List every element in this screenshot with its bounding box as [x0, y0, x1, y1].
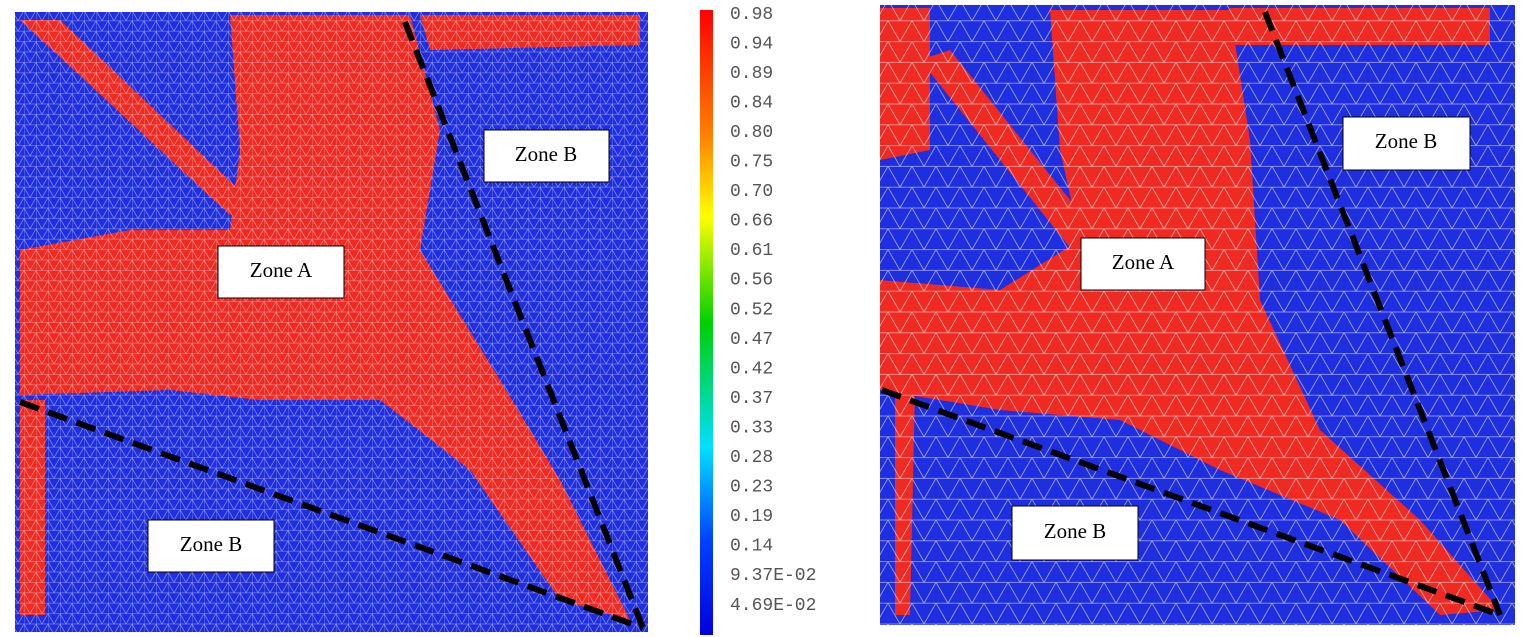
colorbar-label: 0.14 [730, 537, 773, 557]
zone-label: Zone B [180, 532, 242, 556]
zone-box [1342, 116, 1471, 171]
zone-label: Zone A [250, 258, 313, 282]
zone-label: Zone B [1375, 129, 1437, 153]
zone-box [147, 519, 275, 573]
mesh-overlay [15, 12, 648, 632]
dashed-boundary [880, 387, 1502, 618]
colorbar-label: 0.70 [730, 182, 773, 202]
dashed-boundary [1262, 10, 1503, 617]
zone-box [1011, 505, 1139, 561]
colorbar-label: 0.47 [730, 330, 773, 350]
zone-box [217, 245, 345, 299]
zone-label: Zone A [1112, 250, 1175, 274]
colorbar-label: 0.94 [730, 34, 773, 54]
zone-label: Zone B [515, 142, 577, 166]
colorbar-label: 0.42 [730, 359, 773, 379]
zone-box [483, 129, 610, 183]
colorbar-label: 0.80 [730, 123, 773, 143]
colorbar-label: 0.52 [730, 300, 773, 320]
colorbar-label: 0.75 [730, 153, 773, 173]
colorbar-label: 0.89 [730, 64, 773, 84]
zone-label: Zone B [1044, 519, 1106, 543]
colorbar-label: 0.98 [730, 5, 773, 25]
colorbar-label: 0.28 [730, 448, 773, 468]
colorbar-label: 0.37 [730, 389, 773, 409]
colorbar-label: 0.66 [730, 212, 773, 232]
zone-box [1080, 237, 1206, 291]
colorbar: 0.98 0.94 0.89 0.84 0.80 0.75 0.70 0.66 0.61 0.56… [700, 5, 816, 635]
colorbar-label: 0.84 [730, 93, 773, 113]
colorbar-label: 0.61 [730, 241, 773, 261]
colorbar-label: 0.19 [730, 507, 773, 527]
right-panel: Zone B Zone A Zone B [880, 5, 1515, 625]
colorbar-gradient [700, 10, 713, 635]
left-panel: Zone B Zone A Zone B [15, 12, 648, 632]
colorbar-label: 0.33 [730, 418, 773, 438]
dashed-boundary [18, 399, 645, 631]
colorbar-label: 9.37E-02 [730, 566, 816, 586]
colorbar-label: 0.56 [730, 271, 773, 291]
colorbar-label: 4.69E-02 [730, 596, 816, 616]
colorbar-label: 0.23 [730, 478, 773, 498]
mesh-overlay [880, 5, 1515, 625]
dashed-boundary [402, 20, 646, 630]
